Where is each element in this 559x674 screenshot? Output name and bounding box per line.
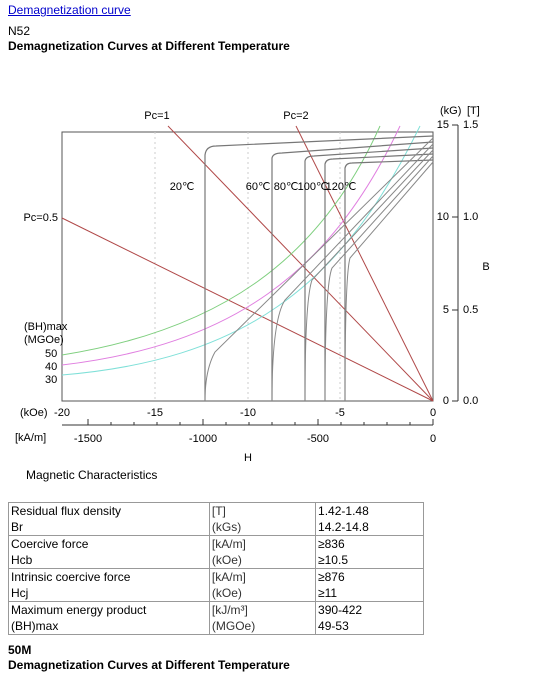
value: ≥876 — [315, 568, 424, 585]
grade: N52 — [8, 24, 31, 38]
table-row: Intrinsic coercive force [kA/m] ≥876 — [8, 568, 424, 585]
kg-tick-label: 0 — [443, 395, 449, 407]
footer-grade: 50M — [8, 643, 32, 657]
koe-tick-label: -5 — [335, 407, 345, 419]
pc-lines — [61, 125, 434, 402]
t-unit: [T] — [467, 105, 480, 117]
temp-label: 100℃ — [298, 181, 329, 193]
unit: (kOe) — [208, 552, 317, 569]
temp-label: 20℃ — [170, 181, 195, 193]
spec-table: Residual flux density [T] 1.42-1.48 Br (kGs)… — [8, 502, 424, 635]
unit: [kA/m] — [208, 535, 317, 552]
heading: Demagnetization Curves at Different Temp… — [8, 39, 290, 53]
section-title: Magnetic Characteristics — [26, 468, 158, 482]
normal-curves — [204, 137, 434, 402]
koe-unit: (kOe) — [20, 407, 48, 419]
bh-curves — [61, 125, 421, 376]
intrinsic-curves — [204, 135, 434, 401]
kam-tick-label: -1500 — [74, 433, 102, 445]
unit: (kGs) — [208, 519, 317, 536]
kg-tick-label: 5 — [443, 304, 449, 316]
value: 390-422 — [315, 601, 424, 618]
kam-tick-label: -1000 — [189, 433, 217, 445]
table-row: Maximum energy product [kJ/m³] 390-422 — [8, 601, 424, 618]
bh-value: 40 — [45, 361, 57, 373]
pc-label: Pc=1 — [144, 110, 169, 122]
unit: [kA/m] — [208, 568, 317, 585]
value: 14.2-14.8 — [315, 519, 424, 536]
t-tick-label: 1.5 — [463, 119, 478, 131]
koe-tick-label: -10 — [240, 407, 256, 419]
t-tick-label: 0.0 — [463, 395, 478, 407]
t-tick-label: 1.0 — [463, 211, 478, 223]
pc-label: Pc=2 — [283, 110, 308, 122]
kam-unit: [kA/m] — [15, 432, 46, 444]
koe-tick-label: -15 — [147, 407, 163, 419]
table-row: (BH)max (MGOe) 49-53 — [8, 618, 424, 635]
unit: (MGOe) — [208, 618, 317, 635]
bh-value: 50 — [45, 348, 57, 360]
temp-label: 60℃ — [246, 181, 271, 193]
table-row: Br (kGs) 14.2-14.8 — [8, 519, 424, 536]
grid — [154, 132, 341, 401]
pc-label: Pc=0.5 — [23, 212, 58, 224]
kam-tick-label: -500 — [307, 433, 329, 445]
bh-label: (BH)max — [24, 321, 68, 333]
x-title: H — [244, 452, 252, 464]
table-row: Hcb (kOe) ≥10.5 — [8, 552, 424, 569]
property: (BH)max — [8, 618, 210, 635]
property: Maximum energy product — [8, 601, 210, 618]
link[interactable]: Demagnetization curve — [8, 3, 131, 17]
koe-tick-label: -20 — [54, 407, 70, 419]
kg-unit: (kG) — [440, 105, 461, 117]
kg-tick-label: 10 — [437, 211, 449, 223]
kg-tick-label: 15 — [437, 119, 449, 131]
property: Coercive force — [8, 535, 210, 552]
table-row: Hcj (kOe) ≥11 — [8, 585, 424, 602]
bh-value: 30 — [45, 374, 57, 386]
t-tick-label: 0.5 — [463, 304, 478, 316]
y-title: B — [482, 261, 489, 273]
unit: [T] — [208, 502, 317, 519]
property: Br — [8, 519, 210, 536]
property: Residual flux density — [8, 502, 210, 519]
temp-label: 120℃ — [326, 181, 357, 193]
value: ≥836 — [315, 535, 424, 552]
unit: (kOe) — [208, 585, 317, 602]
koe-tick-label: 0 — [430, 407, 436, 419]
table-row: Coercive force [kA/m] ≥836 — [8, 535, 424, 552]
table-row: Residual flux density [T] 1.42-1.48 — [8, 502, 424, 519]
footer-heading: Demagnetization Curves at Different Temp… — [8, 658, 290, 672]
property: Hcb — [8, 552, 210, 569]
property: Intrinsic coercive force — [8, 568, 210, 585]
value: 1.42-1.48 — [315, 502, 424, 519]
temp-label: 80℃ — [274, 181, 299, 193]
property: Hcj — [8, 585, 210, 602]
value: ≥10.5 — [315, 552, 424, 569]
value: 49-53 — [315, 618, 424, 635]
unit: [kJ/m³] — [208, 601, 317, 618]
kam-tick-label: 0 — [430, 433, 436, 445]
value: ≥11 — [315, 585, 424, 602]
bh-label: (MGOe) — [24, 334, 64, 346]
